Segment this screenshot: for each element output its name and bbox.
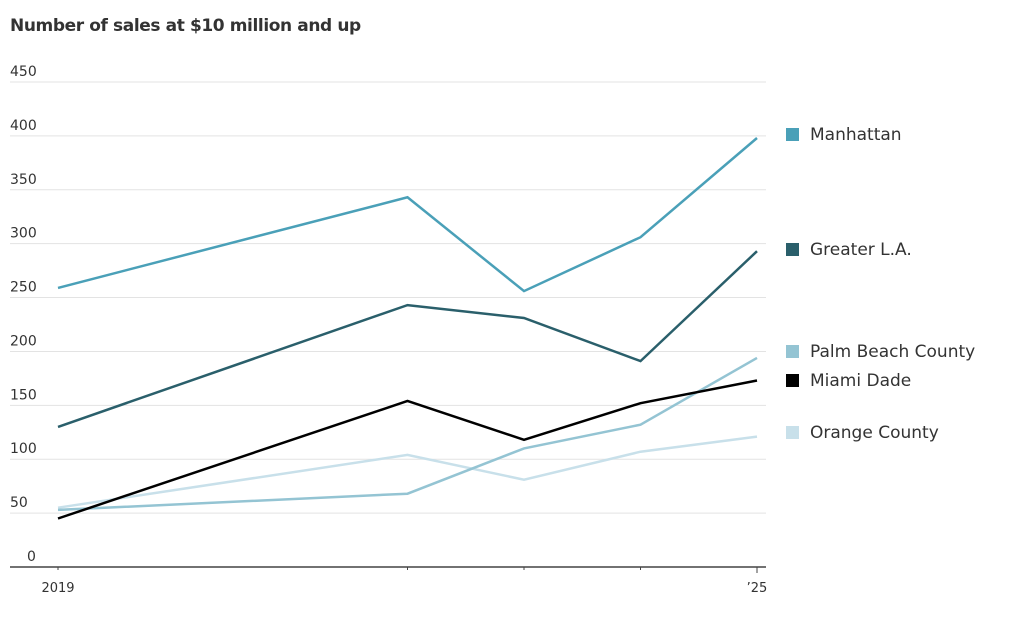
legend-label: Palm Beach County xyxy=(810,342,975,362)
legend-swatch xyxy=(786,374,799,387)
legend-label: Orange County xyxy=(810,423,939,443)
legend-item-miami-dade: Miami Dade xyxy=(786,371,911,391)
legend-item-palm-beach-county: Palm Beach County xyxy=(786,342,975,362)
y-tick-label: 150 xyxy=(10,387,37,403)
y-tick-label: 200 xyxy=(10,333,37,349)
legend-label: Miami Dade xyxy=(810,371,911,391)
series-lines xyxy=(57,137,758,520)
y-tick-label: 100 xyxy=(10,441,37,457)
x-tick-label: ’25 xyxy=(747,581,768,596)
legend-item-orange-county: Orange County xyxy=(786,423,939,443)
y-tick-label: 450 xyxy=(10,64,37,80)
legend-swatch xyxy=(786,426,799,439)
y-axis-tick-labels: 0 50 100 150 200 250 300 350 400 450 xyxy=(10,64,37,565)
legend-item-greater-l-a: Greater L.A. xyxy=(786,240,912,260)
legend-item-manhattan: Manhattan xyxy=(786,125,902,145)
series-line-orange-county xyxy=(57,435,758,509)
series-line-palm-beach-county xyxy=(57,356,758,512)
legend-swatch xyxy=(786,345,799,358)
y-tick-label: 350 xyxy=(10,172,37,188)
legend-label: Manhattan xyxy=(810,125,902,145)
legend-swatch xyxy=(786,243,799,256)
y-tick-label: 400 xyxy=(10,118,37,134)
legend: Manhattan Greater L.A. Palm Beach County Mi… xyxy=(786,125,975,443)
legend-swatch xyxy=(786,128,799,141)
y-tick-label: 0 xyxy=(27,549,36,565)
series-line-greater-l-a xyxy=(57,250,758,429)
series-line-miami-dade xyxy=(57,379,758,520)
x-axis: 2019 ’25 xyxy=(10,566,768,596)
series-line-manhattan xyxy=(57,137,758,293)
y-tick-label: 300 xyxy=(10,226,37,242)
x-tick-label: 2019 xyxy=(41,581,74,596)
gridlines xyxy=(10,81,766,514)
y-tick-label: 50 xyxy=(10,495,28,511)
y-tick-label: 250 xyxy=(10,280,37,296)
chart-title: Number of sales at $10 million and up xyxy=(10,16,361,36)
legend-label: Greater L.A. xyxy=(810,240,912,260)
